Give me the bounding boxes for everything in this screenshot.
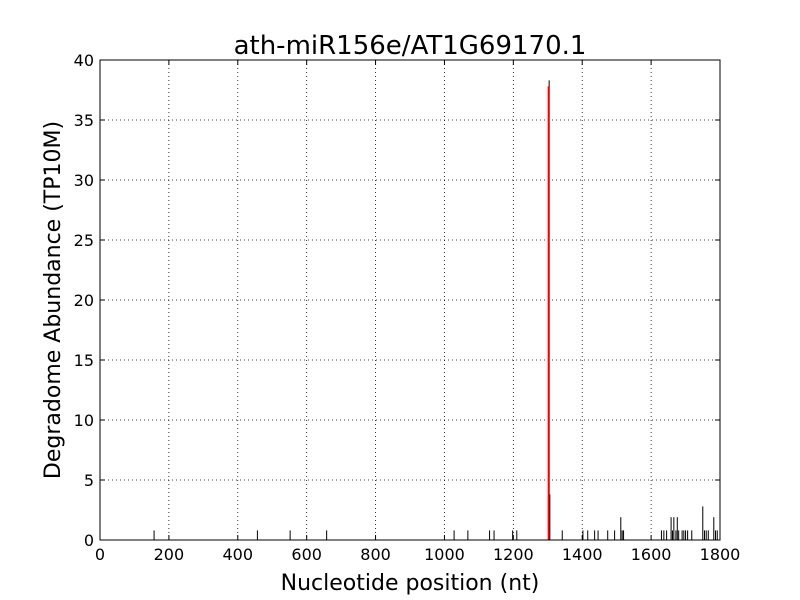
x-tick-label: 200 bbox=[154, 545, 185, 564]
chart-title: ath-miR156e/AT1G69170.1 bbox=[234, 31, 587, 61]
y-tick-label: 10 bbox=[74, 411, 94, 430]
x-tick-label: 0 bbox=[95, 545, 105, 564]
x-tick-label: 600 bbox=[291, 545, 322, 564]
y-tick-label: 5 bbox=[84, 471, 94, 490]
tick-marks bbox=[99, 59, 721, 541]
y-axis-label: Degradome Abundance (TP10M) bbox=[41, 121, 66, 479]
y-tick-label: 15 bbox=[74, 351, 94, 370]
x-tick-labels: 0 200 400 600 800 1000 1200 1400 1600 1800 bbox=[95, 545, 740, 564]
y-tick-label: 20 bbox=[74, 291, 94, 310]
bars bbox=[153, 80, 718, 540]
x-tick-label: 1200 bbox=[493, 545, 534, 564]
y-tick-label: 40 bbox=[74, 51, 94, 70]
y-tick-label: 25 bbox=[74, 231, 94, 250]
y-tick-labels: 0 5 10 15 20 25 30 35 40 bbox=[74, 51, 94, 550]
x-tick-label: 1800 bbox=[700, 545, 741, 564]
x-axis-label: Nucleotide position (nt) bbox=[281, 571, 540, 596]
y-tick-label: 35 bbox=[74, 111, 94, 130]
x-tick-label: 800 bbox=[360, 545, 391, 564]
y-tick-label: 0 bbox=[84, 531, 94, 550]
y-tick-label: 30 bbox=[74, 171, 94, 190]
x-tick-label: 400 bbox=[223, 545, 254, 564]
x-tick-label: 1000 bbox=[424, 545, 465, 564]
x-tick-label: 1400 bbox=[562, 545, 603, 564]
x-tick-label: 1600 bbox=[631, 545, 672, 564]
grid-lines bbox=[100, 60, 720, 540]
